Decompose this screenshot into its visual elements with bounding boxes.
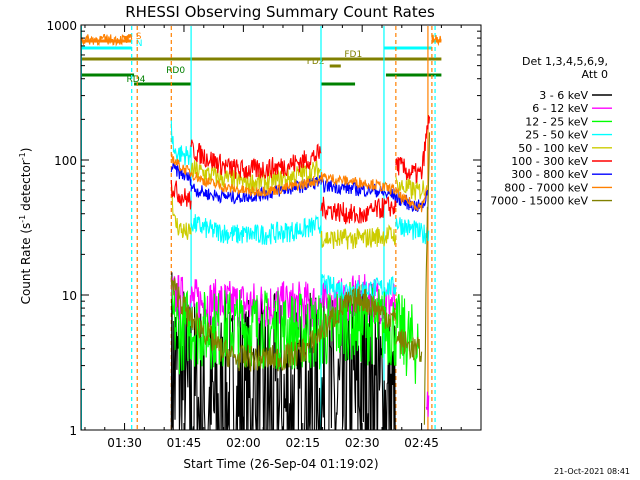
y-axis-label-prefix: Count Rate (s <box>19 223 33 305</box>
x-tick-label-1: 01:45 <box>167 436 202 450</box>
legend-entry-0: 3 - 6 keV <box>539 89 588 102</box>
footer-timestamp: 21-Oct-2021 08:41 <box>554 467 630 476</box>
series-6-segment-1 <box>190 175 322 205</box>
series-8-segment-2 <box>423 132 431 425</box>
series-3-segment-1 <box>190 214 322 245</box>
legend-entry-5: 100 - 300 keV <box>511 155 588 168</box>
y-tick-label-3: 1000 <box>46 19 77 33</box>
legend-entry-6: 300 - 800 keV <box>511 168 588 181</box>
y-axis-label-suffix: ) <box>19 148 33 153</box>
x-tick-label-5: 02:45 <box>404 436 439 450</box>
series-5-segment-0 <box>170 179 192 210</box>
y-axis-label-sup1: -1 <box>18 215 27 223</box>
x-tick-label-0: 01:30 <box>107 436 142 450</box>
legend-entry-2: 12 - 25 keV <box>525 115 588 128</box>
series-8-segment-0 <box>170 276 397 372</box>
flag-fd1-label: FD1 <box>344 50 362 60</box>
series-3-segment-0 <box>170 120 192 166</box>
series-3-segment-2 <box>320 274 397 300</box>
x-tick-label-3: 02:15 <box>285 436 320 450</box>
legend-entry-3: 25 - 50 keV <box>525 129 588 142</box>
series-3-segment-3 <box>395 217 430 245</box>
axes-layer: 01:30 01:45 02:00 02:15 02:30 02:45 1 10 100 1000 <box>46 19 482 450</box>
flag-s-label: S <box>136 32 142 42</box>
series-5 <box>170 115 431 225</box>
series-7 <box>80 33 442 213</box>
series-4-segment-3 <box>395 176 428 201</box>
series-4-segment-0 <box>170 180 192 240</box>
flag-rd0-label: RD0 <box>166 66 185 76</box>
series-2-segment-1 <box>395 293 420 384</box>
x-tick-label-2: 02:00 <box>226 436 261 450</box>
series-7-segment-3 <box>395 186 428 213</box>
y-tick-label-1: 10 <box>62 289 77 303</box>
series-0-segment-0 <box>170 272 397 431</box>
legend-entry-4: 50 - 100 keV <box>518 142 588 155</box>
flag-n-label: N <box>136 39 143 49</box>
series-6-segment-0 <box>170 160 192 186</box>
series-layer <box>80 33 442 431</box>
flag-rd4-label: RD4 <box>127 75 146 85</box>
y-axis-label-mid: detector <box>19 160 33 215</box>
series-8-segment-1 <box>395 329 423 362</box>
y-tick-label-0: 1 <box>69 424 77 438</box>
y-axis-label-sup2: -1 <box>18 152 27 160</box>
x-axis-label: Start Time (26-Sep-04 01:19:02) <box>183 457 378 471</box>
series-7-segment-1 <box>170 153 322 197</box>
series-5-segment-1 <box>190 139 322 179</box>
legend-entry-8: 7000 - 15000 keV <box>490 195 588 208</box>
flags-layer: SN FD1 FD2 RD0 RD4 <box>81 32 442 86</box>
plot-frame <box>80 24 482 431</box>
series-7-segment-0 <box>80 33 133 47</box>
chart-title: RHESSI Observing Summary Count Rates <box>125 3 435 21</box>
series-5-segment-2 <box>320 196 397 225</box>
series-7-segment-2 <box>320 172 397 196</box>
flag-fd2-label: FD2 <box>307 57 325 67</box>
y-axis-label: Count Rate (s-1 detector-1) <box>18 148 33 305</box>
series-3 <box>170 120 430 300</box>
series-4-segment-2 <box>320 224 397 250</box>
series-0 <box>170 272 397 431</box>
series-5-segment-3 <box>395 115 431 185</box>
x-tick-label-4: 02:30 <box>345 436 380 450</box>
legend-header-attenuator: Att 0 <box>582 68 608 81</box>
series-6-segment-2 <box>320 178 397 201</box>
series-7-segment-4 <box>431 34 442 47</box>
legend-entry-7: 800 - 7000 keV <box>504 181 588 194</box>
y-tick-label-2: 100 <box>54 154 77 168</box>
series-6 <box>170 160 429 213</box>
series-1-segment-1 <box>425 391 430 417</box>
legend-entry-1: 6 - 12 keV <box>532 102 588 115</box>
legend-header-detectors: Det 1,3,4,5,6,9, <box>522 55 608 68</box>
series-8 <box>170 132 431 425</box>
